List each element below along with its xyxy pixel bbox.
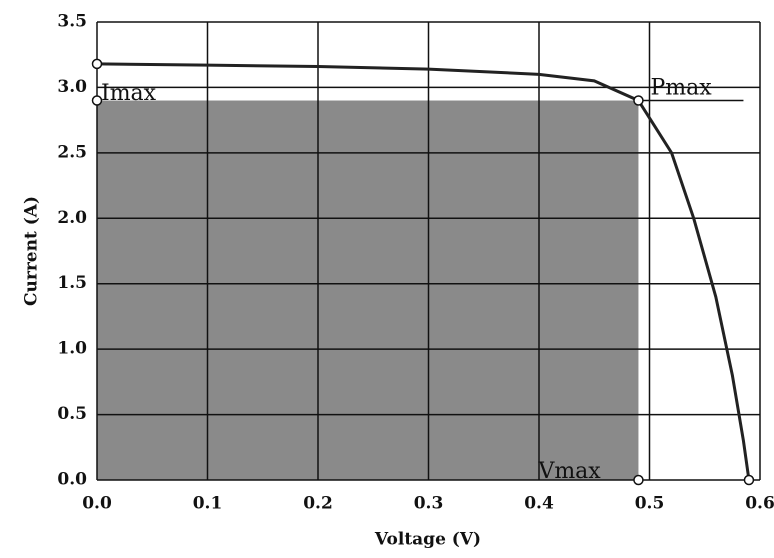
x-tick-label: 0.1	[193, 494, 223, 514]
annotation: Imax	[101, 81, 157, 106]
y-tick-label: 2.0	[57, 208, 87, 228]
y-tick-label: 3.0	[57, 77, 87, 97]
x-tick-label: 0.2	[303, 494, 333, 514]
marker	[634, 96, 643, 105]
chart: Current (A) Voltage (V) 0.0 0.5 1.0 1.5 2.0 2…	[0, 0, 774, 554]
y-tick-label: 0.5	[57, 404, 87, 424]
annotation: Pmax	[650, 76, 712, 101]
y-axis-label: Current (A)	[22, 196, 42, 306]
x-tick-label: 0.6	[745, 494, 774, 514]
x-tick-label: 0.3	[414, 494, 444, 514]
marker	[634, 476, 643, 485]
x-tick-label: 0.4	[524, 494, 554, 514]
y-tick-label: 0.0	[57, 470, 87, 490]
annotation: Vmax	[537, 459, 601, 484]
marker	[744, 476, 753, 485]
x-axis-label: Voltage (V)	[374, 530, 481, 550]
max-power-area	[97, 101, 638, 480]
x-tick-label: 0.5	[635, 494, 665, 514]
x-tick-label: 0.0	[82, 494, 112, 514]
marker	[93, 59, 102, 68]
y-tick-label: 1.0	[57, 339, 87, 359]
y-tick-label: 3.5	[57, 12, 87, 32]
y-tick-label: 1.5	[57, 273, 87, 293]
y-tick-label: 2.5	[57, 142, 87, 162]
